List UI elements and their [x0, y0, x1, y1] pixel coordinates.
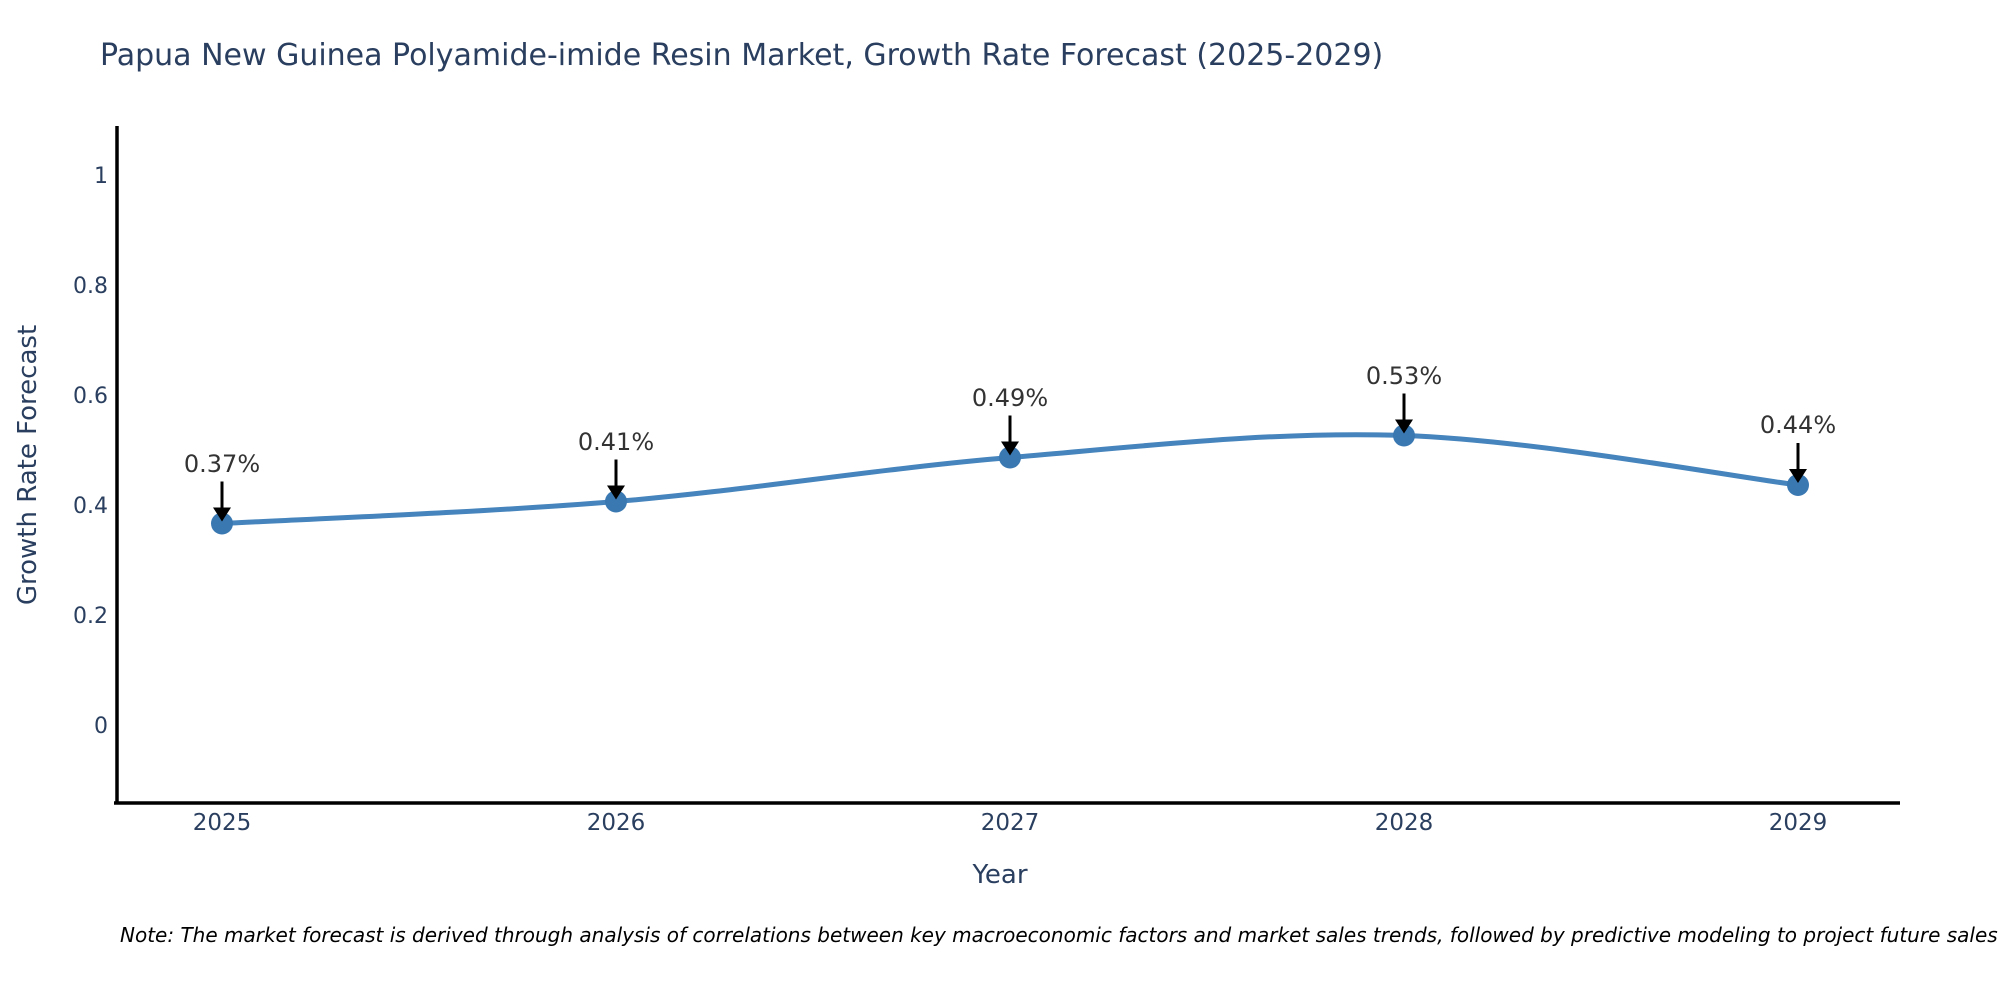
- annotation-arrowhead: [1395, 419, 1413, 434]
- data-point-marker: [211, 512, 233, 535]
- data-point-marker: [1393, 424, 1415, 447]
- y-tick-label: 0.2: [73, 604, 108, 629]
- x-tick-label: 2029: [1768, 810, 1828, 836]
- x-tick-label: 2025: [192, 810, 252, 836]
- annotation-arrowhead: [1001, 441, 1019, 456]
- x-tick-label: 2026: [586, 810, 646, 836]
- y-axis-title: Growth Rate Forecast: [13, 324, 43, 606]
- annotation-label: 0.37%: [183, 449, 261, 478]
- annotation-label: 0.44%: [1759, 411, 1837, 439]
- data-point-marker: [1787, 474, 1809, 496]
- footnote: Note: The market forecast is derived thr…: [120, 923, 1998, 947]
- x-axis-title: Year: [972, 860, 1028, 890]
- y-tick-label: 1: [94, 164, 108, 189]
- annotation-arrowhead: [1789, 469, 1807, 483]
- chart-title: Papua New Guinea Polyamide-imide Resin M…: [100, 38, 1384, 73]
- annotation-label: 0.41%: [577, 427, 655, 456]
- annotation-arrowhead: [213, 507, 231, 522]
- x-tick-label: 2028: [1374, 810, 1434, 836]
- annotation-arrowhead: [607, 485, 625, 500]
- annotation-label: 0.53%: [1365, 361, 1443, 390]
- x-tick-label: 2027: [980, 810, 1040, 836]
- y-tick-label: 0: [94, 714, 108, 739]
- y-tick-label: 0.8: [73, 274, 108, 299]
- y-tick-label: 0.4: [73, 494, 108, 519]
- data-point-marker: [605, 490, 627, 513]
- data-point-marker: [999, 446, 1021, 469]
- y-tick-label: 0.6: [73, 384, 108, 409]
- annotation-label: 0.49%: [971, 383, 1049, 412]
